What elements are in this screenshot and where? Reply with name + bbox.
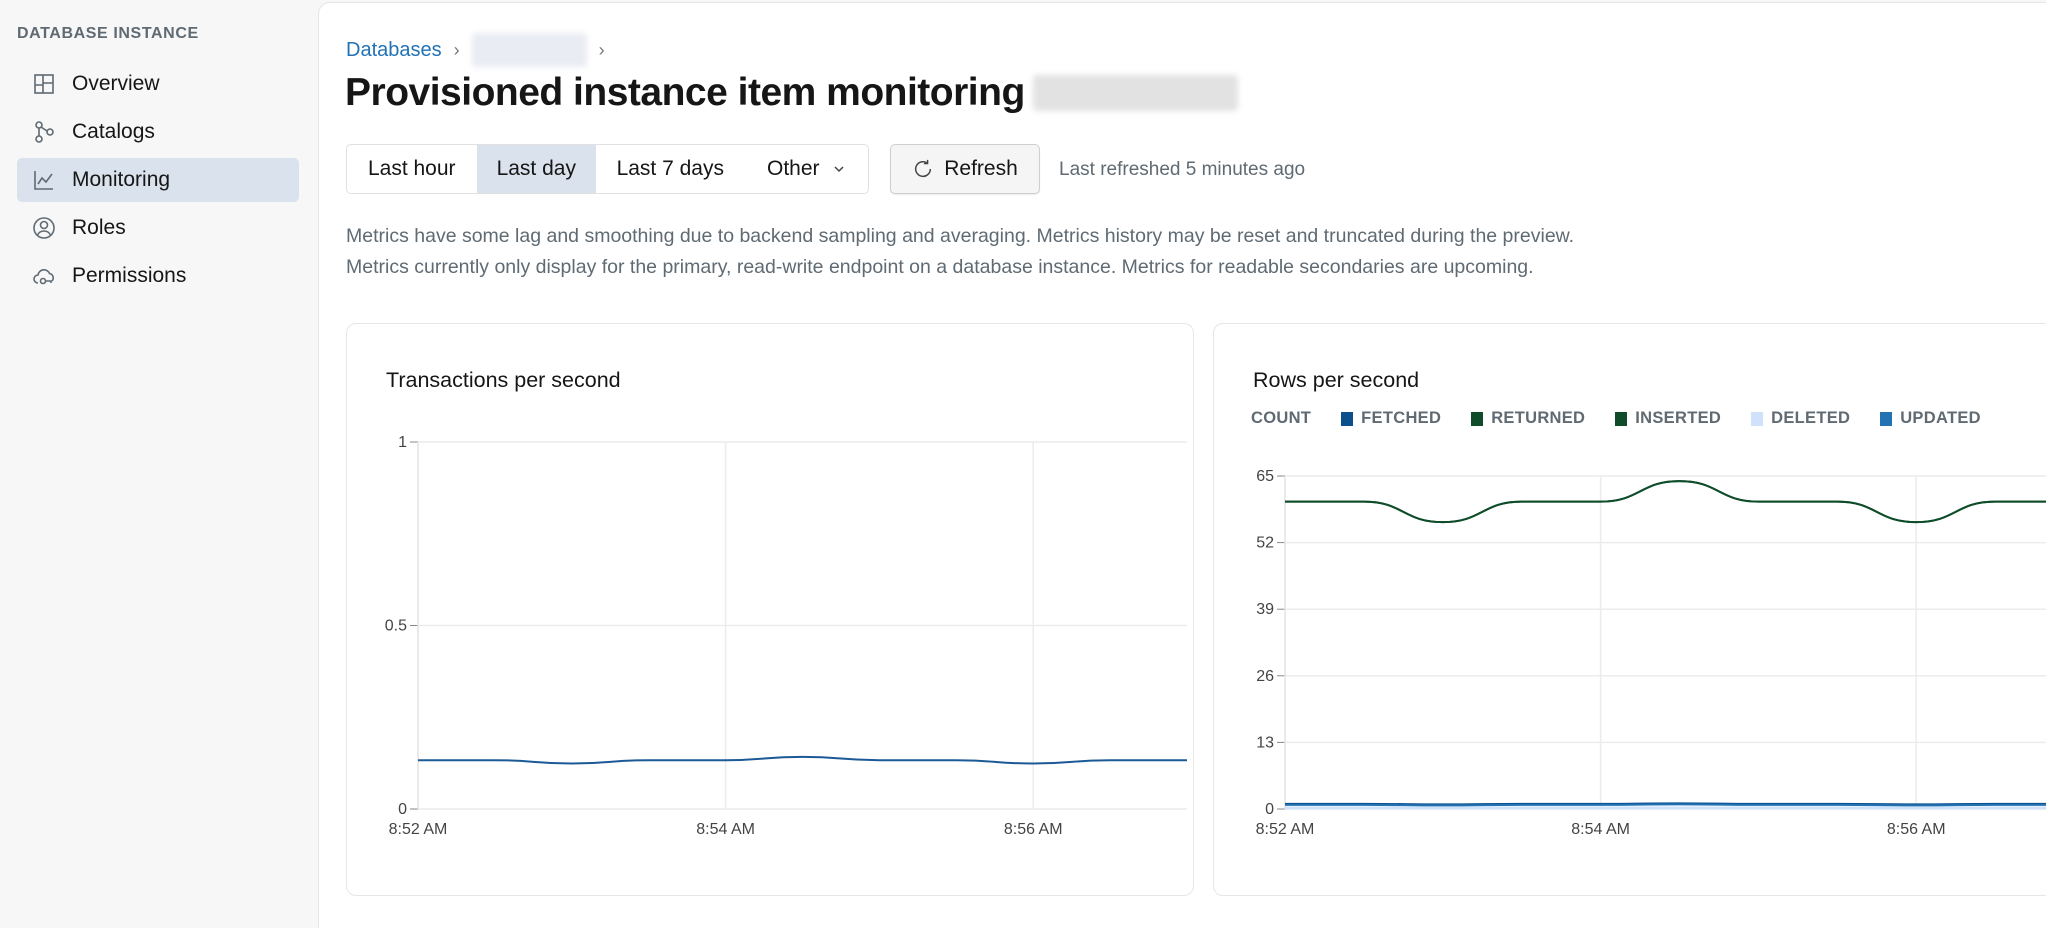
title-redacted [1032, 75, 1238, 111]
sidebar-item-label: Overview [72, 72, 160, 95]
range-other-label: Other [766, 157, 820, 180]
sidebar-header: DATABASE INSTANCE [17, 25, 199, 42]
y-tick-label: 0.5 [385, 618, 407, 635]
rows-chart: 0 13 26 39 52 65 8:52 AM 8:54 AM 8:56 AM [1256, 468, 2046, 838]
rows-chart-card: Rows per second COUNT FETCHED RETURNED I… [1213, 323, 2046, 896]
metrics-note-1: Metrics have some lag and smoothing due … [346, 225, 1575, 247]
last-refreshed-status: Last refreshed 5 minutes ago [1059, 159, 1306, 180]
legend-swatch [1751, 411, 1764, 426]
chevron-right-icon: › [453, 39, 460, 60]
refresh-icon [915, 159, 932, 178]
legend-label: DELETED [1771, 409, 1851, 427]
y-tick-label: 52 [1256, 535, 1274, 552]
series-line-tps [417, 755, 1187, 765]
y-tick-label: 0 [1265, 801, 1274, 818]
sidebar-item-catalogs[interactable]: Catalogs [17, 110, 299, 154]
layout-icon [34, 74, 54, 94]
legend-label: INSERTED [1635, 409, 1722, 427]
series-line-returned [1285, 480, 2046, 524]
sidebar-item-label: Catalogs [72, 120, 155, 143]
sidebar: DATABASE INSTANCE Overview Catalogs Moni… [0, 0, 318, 928]
chart-title: Transactions per second [386, 368, 621, 392]
legend-item[interactable]: DELETED [1751, 409, 1850, 428]
sidebar-item-label: Permissions [72, 264, 187, 287]
chevron-down-icon [833, 166, 844, 173]
y-tick-label: 13 [1256, 734, 1274, 751]
page-title: Provisioned instance item monitoring [345, 71, 1238, 115]
legend-item[interactable]: RETURNED [1471, 409, 1585, 428]
sidebar-item-label: Monitoring [72, 168, 171, 191]
user-circle-icon [33, 217, 55, 239]
cloud-key-icon [33, 269, 54, 285]
range-last-7-days[interactable]: Last 7 days [616, 157, 724, 180]
series-line-inserted [1285, 480, 2046, 524]
page-title-text: Provisioned instance item monitoring [345, 71, 1025, 114]
x-tick-label: 8:52 AM [389, 821, 448, 838]
tps-chart-card: Transactions per second 0 0.5 1 8:52 AM 8:54… [346, 323, 1194, 896]
legend-swatch [1471, 411, 1484, 426]
sidebar-item-overview[interactable]: Overview [17, 62, 299, 106]
metrics-note-2: Metrics currently only display for the p… [346, 256, 1534, 278]
chart-line-icon [34, 171, 53, 190]
y-tick-label: 39 [1256, 601, 1274, 618]
y-tick-label: 65 [1256, 468, 1274, 485]
x-tick-label: 8:56 AM [1004, 821, 1063, 838]
legend-label: RETURNED [1491, 409, 1586, 427]
legend-swatch [1880, 411, 1893, 426]
main-content: Databases › › Provisioned instance item … [318, 2, 2046, 928]
breadcrumb-databases-link[interactable]: Databases [346, 38, 442, 61]
breadcrumb-instance-redacted[interactable] [471, 33, 587, 67]
legend-label: UPDATED [1900, 409, 1981, 427]
chart-title: Rows per second [1253, 368, 1420, 392]
range-last-day[interactable]: Last day [476, 145, 597, 193]
y-tick-label: 26 [1256, 668, 1274, 685]
refresh-button[interactable]: Refresh [890, 144, 1040, 194]
x-tick-label: 8:54 AM [696, 821, 755, 838]
range-last-hour[interactable]: Last hour [367, 157, 456, 180]
series-line-updated [1285, 803, 2046, 807]
y-tick-label: 1 [398, 434, 407, 451]
legend-item[interactable]: UPDATED [1880, 409, 1981, 428]
sidebar-item-permissions[interactable]: Permissions [17, 254, 299, 298]
tps-chart: 0 0.5 1 8:52 AM 8:54 AM 8:56 AM [385, 434, 1187, 838]
chevron-right-icon: › [598, 39, 605, 60]
range-other-dropdown[interactable]: Other [744, 145, 868, 193]
legend-swatch [1615, 411, 1628, 426]
breadcrumb: Databases › › [346, 33, 617, 67]
legend-item[interactable]: FETCHED [1341, 409, 1441, 428]
sidebar-item-roles[interactable]: Roles [17, 206, 299, 250]
series-line-fetched [1284, 802, 2046, 806]
refresh-label: Refresh [944, 157, 1018, 180]
legend-swatch [1341, 411, 1354, 426]
x-tick-label: 8:54 AM [1571, 821, 1630, 838]
legend-count-label: COUNT [1251, 409, 1312, 427]
sidebar-item-monitoring[interactable]: Monitoring [17, 158, 299, 202]
legend-item[interactable]: INSERTED [1615, 409, 1721, 428]
chart-legend: COUNT FETCHED RETURNED INSERTED DELETED … [1251, 409, 1981, 428]
time-range-selector: Last hour Last day Last 7 days Other [346, 144, 869, 194]
catalog-icon [35, 121, 54, 143]
x-tick-label: 8:52 AM [1256, 821, 1315, 838]
y-tick-label: 0 [398, 801, 407, 818]
legend-label: FETCHED [1361, 409, 1442, 427]
x-tick-label: 8:56 AM [1887, 821, 1946, 838]
sidebar-item-label: Roles [72, 216, 126, 239]
